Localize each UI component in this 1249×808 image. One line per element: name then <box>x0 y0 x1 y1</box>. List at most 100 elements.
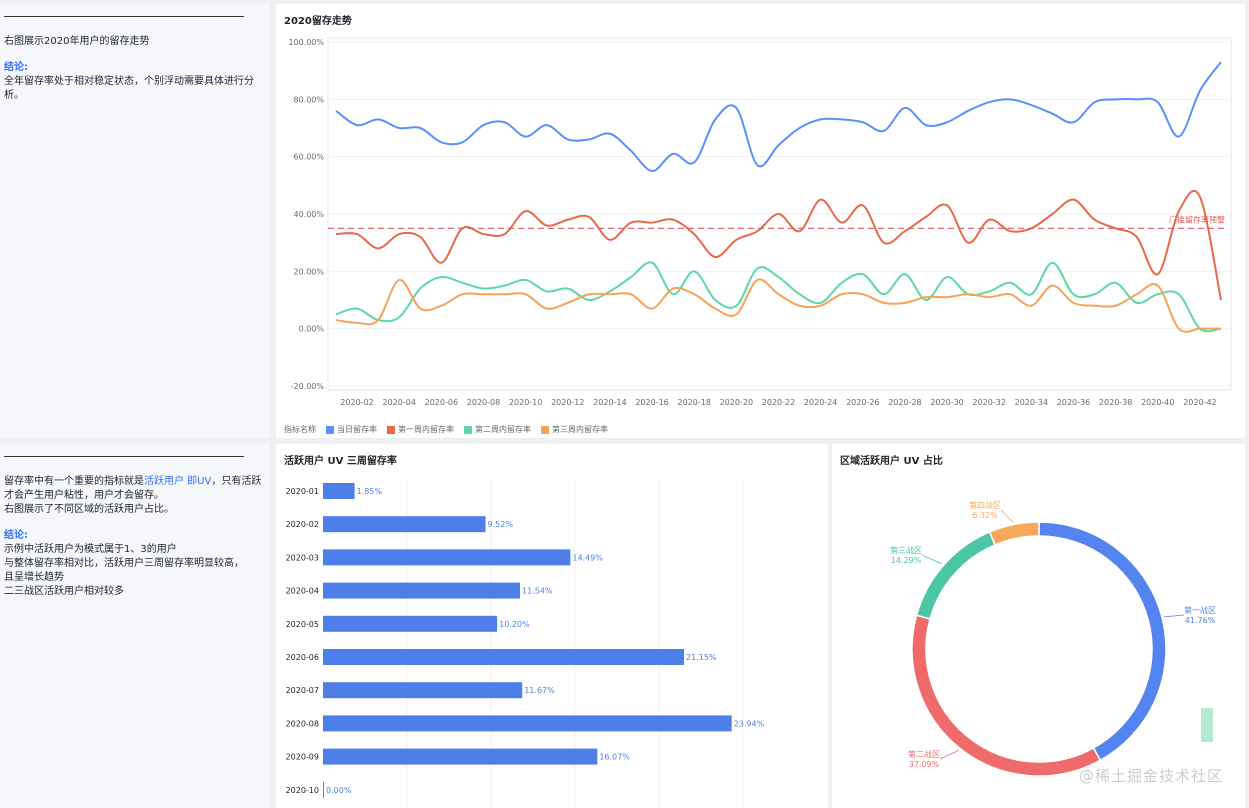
notes-top-line1: 右图展示2020年用户的留存走势 <box>4 36 150 47</box>
legend-swatch <box>541 425 549 434</box>
notes-bottom-intro: 留存率中有一个重要的指标就是活跃用户 即UV，只有活跃才会产生用户粘性，用户才会… <box>4 476 262 501</box>
series-line-3[interactable] <box>335 278 1221 333</box>
divider <box>4 456 244 457</box>
notes-top-conclusion-text: 全年留存率处于相对稳定状态，个别浮动需要具体进行分析。 <box>4 76 254 101</box>
bar-category-label: 2020-06 <box>286 653 319 662</box>
x-tick-label: 2020-24 <box>804 398 837 407</box>
x-tick-label: 2020-20 <box>720 398 753 407</box>
bar-chart-panel: 活跃用户 UV 三周留存率 2020-01 1.85% 2020-02 9.52% 20… <box>276 444 828 808</box>
y-tick-label: 100.00% <box>288 38 324 47</box>
bar-value-label: 23.94% <box>734 719 765 728</box>
slice-value-label: 37.09% <box>909 760 940 769</box>
bar-value-label: 14.49% <box>572 553 603 562</box>
bar-category-label: 2020-01 <box>286 487 319 496</box>
y-tick-label: 80.00% <box>293 95 324 104</box>
slice-leader-line <box>1163 614 1185 618</box>
bar-2020-02[interactable] <box>323 516 486 533</box>
legend-title: 指标名称 <box>284 425 316 434</box>
notes-panel-top: 右图展示2020年用户的留存走势 结论: 全年留存率处于相对稳定状态，个别浮动需… <box>0 4 270 438</box>
bar-value-label: 9.52% <box>488 520 514 529</box>
legend-label: 当日留存率 <box>337 425 377 434</box>
donut-chart-title: 区域活跃用户 UV 占比 <box>840 456 943 467</box>
legend-item-day[interactable]: 当日留存率 <box>326 424 377 435</box>
bar-chart-title: 活跃用户 UV 三周留存率 <box>284 456 397 467</box>
x-tick-label: 2020-08 <box>467 398 500 407</box>
slice-name-label: 第二战区 <box>908 749 940 759</box>
x-tick-label: 2020-30 <box>930 398 963 407</box>
bar-value-label: 1.85% <box>357 487 383 496</box>
series-line-2[interactable] <box>335 261 1222 333</box>
bar-2020-10[interactable] <box>323 781 324 798</box>
slice-value-label: 14.29% <box>891 556 922 565</box>
x-tick-label: 2020-32 <box>972 398 1005 407</box>
x-tick-label: 2020-22 <box>762 398 795 407</box>
notes-bottom-conclusion-label: 结论: <box>4 530 28 541</box>
bar-2020-05[interactable] <box>323 615 498 632</box>
divider <box>4 16 244 17</box>
bar-value-label: 10.20% <box>499 620 530 629</box>
bar-category-label: 2020-07 <box>286 686 319 695</box>
bar-2020-03[interactable] <box>323 549 571 566</box>
series-line-0[interactable] <box>335 61 1222 172</box>
bar-value-label: 11.54% <box>522 587 553 596</box>
bar-2020-04[interactable] <box>323 582 521 599</box>
bar-2020-07[interactable] <box>323 682 523 699</box>
bar-category-label: 2020-02 <box>286 520 319 529</box>
slice-name-label: 第四战区 <box>969 500 1001 510</box>
donut-slice-0[interactable] <box>1038 521 1167 762</box>
donut-slice-2[interactable] <box>915 531 997 620</box>
x-tick-label: 2020-12 <box>551 398 584 407</box>
y-tick-label: 40.00% <box>293 210 324 219</box>
x-tick-label: 2020-18 <box>677 398 710 407</box>
bar-2020-06[interactable] <box>323 649 685 665</box>
legend-item-week2[interactable]: 第二周内留存率 <box>464 424 531 435</box>
y-tick-label: -20.00% <box>291 382 325 391</box>
notes-bottom-conclusion-1: 示例中活跃用户为模式属于1、3的用户 <box>4 544 177 555</box>
legend-swatch <box>387 425 395 434</box>
uv-highlight: 活跃用户 即UV <box>144 476 212 487</box>
x-tick-label: 2020-02 <box>340 398 373 407</box>
bar-chart[interactable]: 2020-01 1.85% 2020-02 9.52% 2020-03 14.49% 202… <box>276 444 828 808</box>
x-tick-label: 2020-14 <box>593 398 626 407</box>
notes-bottom-line2: 右图展示了不同区域的活跃用户占比。 <box>4 504 174 515</box>
x-tick-label: 2020-10 <box>509 398 542 407</box>
x-tick-label: 2020-26 <box>846 398 879 407</box>
slice-leader-line <box>921 554 943 565</box>
bar-category-label: 2020-09 <box>286 753 319 762</box>
bar-category-label: 2020-03 <box>286 553 319 562</box>
bar-2020-09[interactable] <box>323 748 598 765</box>
bar-value-label: 21.15% <box>686 653 717 662</box>
series-line-1[interactable] <box>335 189 1222 301</box>
donut-slice-3[interactable] <box>988 521 1040 546</box>
x-tick-label: 2020-36 <box>1057 398 1090 407</box>
donut-slice-1[interactable] <box>911 614 1102 777</box>
decorative-block <box>1201 708 1213 742</box>
bar-category-label: 2020-10 <box>286 786 319 795</box>
y-tick-label: 20.00% <box>293 267 324 276</box>
threshold-label: 门槛留存率预警 <box>1169 214 1225 224</box>
legend-item-week1[interactable]: 第一周内留存率 <box>387 424 454 435</box>
x-tick-label: 2020-34 <box>1015 398 1048 407</box>
x-tick-label: 2020-04 <box>382 398 415 407</box>
bar-2020-01[interactable] <box>323 483 355 499</box>
line-chart-panel: 2020留存走势 100.00% 80.00% 60.00% 40.00% 20.00%… <box>276 4 1245 438</box>
x-tick-label: 2020-42 <box>1183 398 1216 407</box>
notes-bottom-conclusion-3: 且呈增长趋势 <box>4 572 64 583</box>
donut-chart-panel: 区域活跃用户 UV 占比 第一战区 41.76% 第二战区 37.09% 第三战区 14.… <box>832 444 1245 808</box>
notes-panel-bottom: 留存率中有一个重要的指标就是活跃用户 即UV，只有活跃才会产生用户粘性，用户才会… <box>0 444 270 808</box>
bar-value-label: 11.67% <box>524 686 555 695</box>
legend-item-week3[interactable]: 第三周内留存率 <box>541 424 608 435</box>
legend-swatch <box>464 425 472 434</box>
slice-leader-line <box>939 749 960 760</box>
legend-label: 第一周内留存率 <box>398 425 454 434</box>
legend-label: 第三周内留存率 <box>552 425 608 434</box>
y-tick-label: 0.00% <box>299 325 325 334</box>
bar-category-label: 2020-04 <box>286 587 319 596</box>
bar-2020-08[interactable] <box>323 715 732 732</box>
slice-value-label: 41.76% <box>1185 616 1216 625</box>
line-chart[interactable]: 100.00% 80.00% 60.00% 40.00% 20.00% 0.00% -20.… <box>276 4 1245 424</box>
legend-label: 第二周内留存率 <box>475 425 531 434</box>
x-tick-label: 2020-06 <box>425 398 458 407</box>
notes-top-conclusion-label: 结论: <box>4 62 28 73</box>
